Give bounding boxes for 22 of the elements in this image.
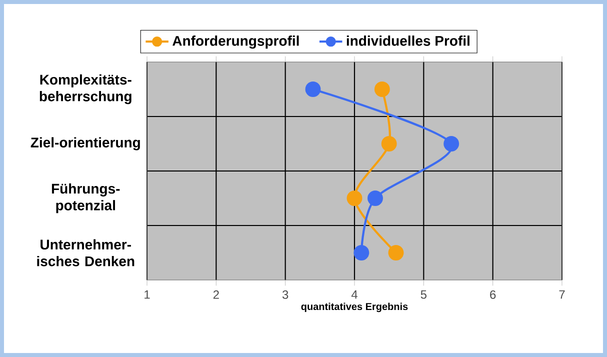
x-tick-label: 1 xyxy=(144,290,150,299)
point xyxy=(388,245,404,260)
x-axis-title: quantitatives Ergebnis xyxy=(301,302,408,312)
point xyxy=(368,190,383,206)
point xyxy=(381,136,397,152)
legend-label: individuelles Profil xyxy=(346,36,470,46)
x-tick-label: 6 xyxy=(490,290,496,299)
point xyxy=(305,82,321,97)
point xyxy=(374,82,390,97)
x-tick-label: 2 xyxy=(213,290,219,299)
x-tick-label: 4 xyxy=(351,290,358,299)
x-tick-label: 7 xyxy=(559,290,565,299)
y-tick-label: Führungs-potenzial xyxy=(52,183,120,214)
point xyxy=(444,136,460,152)
x-tick-label: 3 xyxy=(282,290,288,299)
y-tick-label: Komplexitäts-beherrschung xyxy=(40,74,132,104)
x-tick-label: 5 xyxy=(420,290,426,299)
y-tick-label: Ziel-orientierung xyxy=(30,137,140,150)
point xyxy=(354,245,370,260)
legend-label: Anforderungsprofil xyxy=(172,36,299,49)
point xyxy=(346,190,362,206)
y-tick-label: Unternehmer-isches Denken xyxy=(37,239,134,266)
